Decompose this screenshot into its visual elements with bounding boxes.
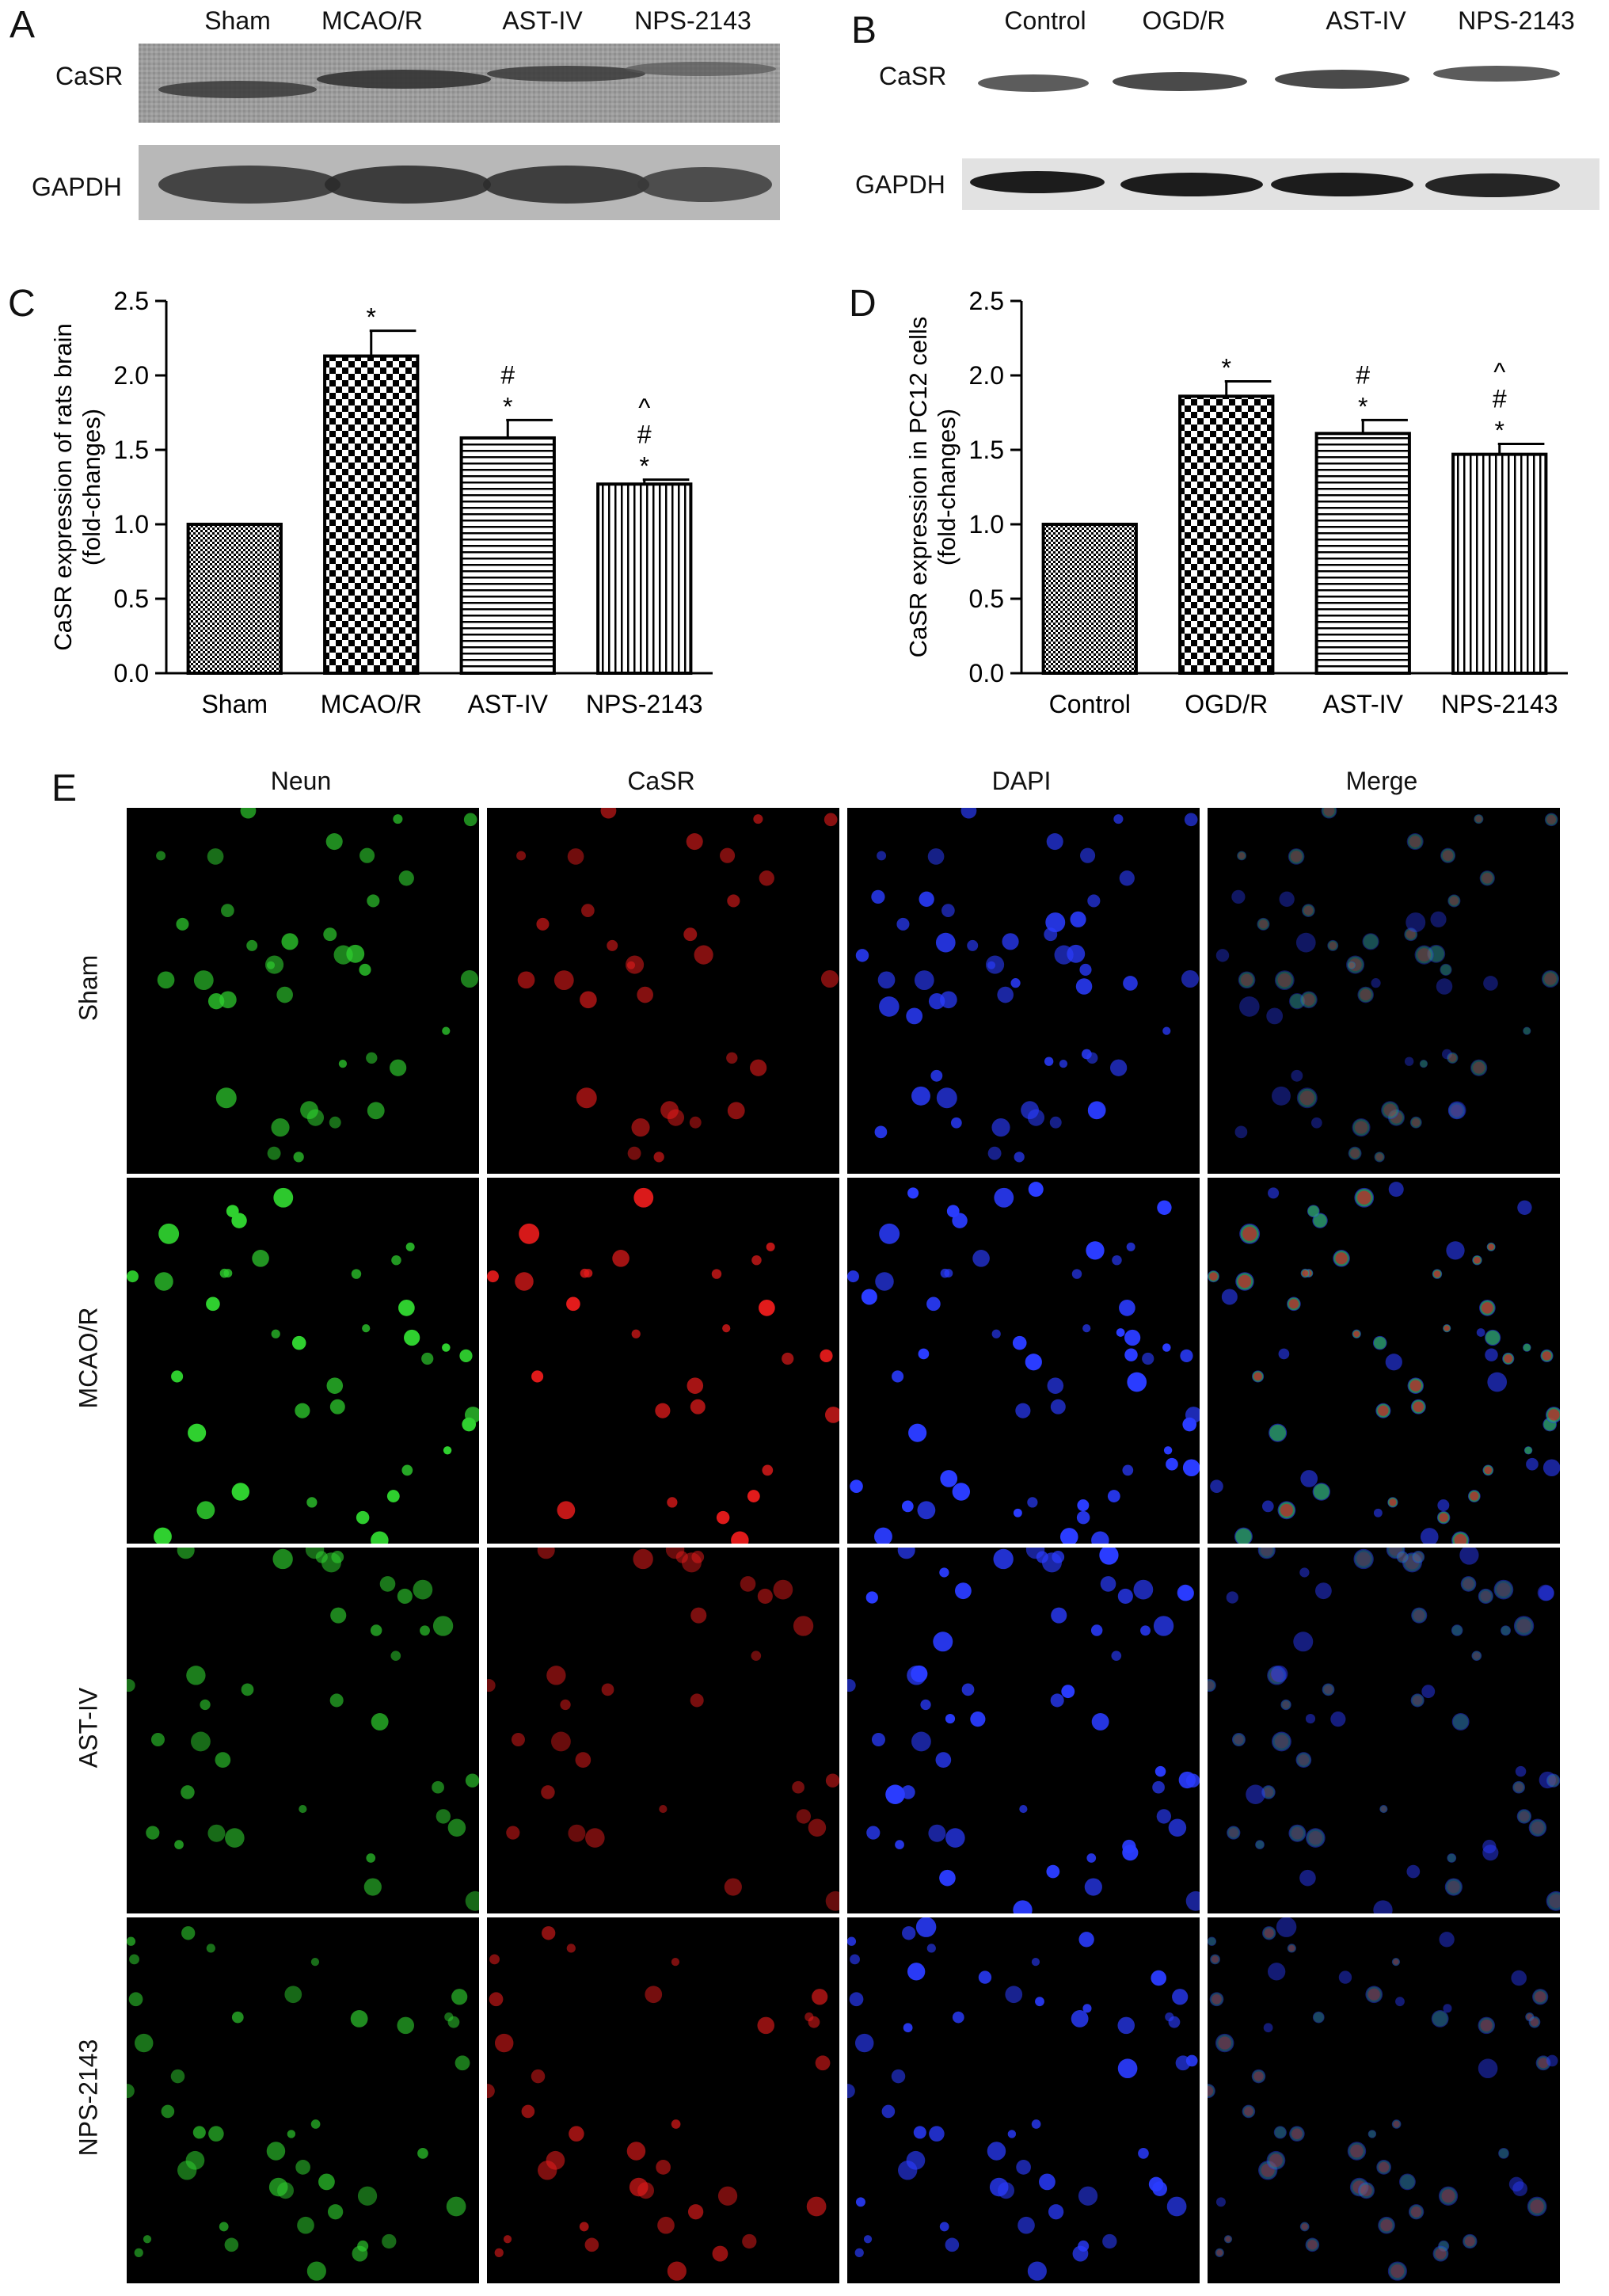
micrograph-merge-ast-iv <box>1208 1548 1560 1913</box>
y-tick-label: 0.0 <box>969 659 1004 687</box>
bar <box>186 523 283 675</box>
bar <box>1451 452 1548 675</box>
panel-label-b: B <box>851 10 877 51</box>
significance-mark: * <box>503 392 512 421</box>
significance-mark: ^ <box>1493 357 1505 386</box>
bar-chart-d: 0.0 0.5 1.0 1.5 2.0 2.5 CaSR expression in PC1… <box>904 287 1568 718</box>
micrograph-casr-sham <box>487 808 839 1174</box>
svg-text:(fold-changes): (fold-changes) <box>78 409 105 565</box>
y-tick-label: 0.5 <box>969 584 1004 613</box>
significance-mark: * <box>1358 392 1367 421</box>
bar <box>1314 432 1411 675</box>
column-title-merge: Merge <box>1345 767 1418 795</box>
micrograph-neun-ast-iv <box>127 1548 479 1913</box>
row-title-ast: AST-IV <box>74 1687 103 1769</box>
svg-text:(fold-changes): (fold-changes) <box>933 409 960 565</box>
micrograph-casr-mcao-r <box>487 1178 839 1544</box>
bar <box>596 482 693 675</box>
significance-mark: # <box>1493 384 1507 413</box>
significance-mark: * <box>640 452 649 481</box>
micrograph-dapi-nps-2143 <box>847 1917 1200 2283</box>
micrograph-casr-ast-iv <box>487 1548 839 1913</box>
blot-row-label: GAPDH <box>32 173 122 201</box>
row-title-nps: NPS-2143 <box>74 2039 103 2157</box>
micrograph-dapi-ast-iv <box>847 1548 1200 1913</box>
x-tick-label: NPS-2143 <box>586 690 703 718</box>
y-tick-label: 1.0 <box>114 510 149 539</box>
significance-mark: # <box>1356 360 1370 389</box>
x-tick-label: MCAO/R <box>321 690 422 718</box>
lane-label: OGD/R <box>1142 6 1226 35</box>
y-axis-label: CaSR expression of rats brain (fold-chang… <box>49 323 105 651</box>
panel-label-a: A <box>10 4 36 46</box>
row-title-sham: Sham <box>74 954 103 1022</box>
y-tick-label: 2.5 <box>114 287 149 315</box>
significance-mark: * <box>1222 354 1231 383</box>
x-tick-label: OGD/R <box>1185 690 1268 718</box>
panel-label-d: D <box>849 283 877 325</box>
micrograph-neun-mcao-r <box>127 1178 479 1544</box>
lane-label: NPS-2143 <box>634 6 751 35</box>
x-tick-label: NPS-2143 <box>1441 690 1558 718</box>
panel-label-c: C <box>8 283 36 325</box>
significance-mark: * <box>367 303 376 332</box>
bar <box>1178 394 1275 675</box>
y-tick-label: 2.0 <box>114 361 149 390</box>
svg-text:CaSR expression of rats brain: CaSR expression of rats brain <box>49 323 77 651</box>
y-tick-label: 0.5 <box>114 584 149 613</box>
micrograph-neun-sham <box>127 808 479 1174</box>
y-tick-label: 2.0 <box>969 361 1004 390</box>
blot-row-label: CaSR <box>55 62 124 90</box>
y-tick-label: 1.0 <box>969 510 1004 539</box>
x-tick-label: AST-IV <box>1323 690 1404 718</box>
micrograph-neun-nps-2143 <box>127 1917 479 2283</box>
bar <box>323 354 420 675</box>
lane-label: NPS-2143 <box>1458 6 1575 35</box>
y-axis-label: CaSR expression in PC12 cells (fold-chang… <box>904 317 960 658</box>
western-blot-casr-b <box>966 51 1599 107</box>
western-blot-casr-a <box>139 44 780 123</box>
x-tick-label: AST-IV <box>468 690 549 718</box>
significance-mark: # <box>637 421 652 449</box>
lane-label: Control <box>1004 6 1086 35</box>
bar <box>1041 523 1138 675</box>
panel-label-e: E <box>51 767 78 809</box>
micrograph-merge-nps-2143 <box>1208 1917 1560 2283</box>
micrograph-merge-sham <box>1208 808 1560 1174</box>
x-tick-label: Control <box>1049 690 1131 718</box>
significance-mark: * <box>1495 416 1504 444</box>
y-tick-label: 1.5 <box>114 436 149 464</box>
lane-label: AST-IV <box>1326 6 1406 35</box>
micrograph-casr-nps-2143 <box>487 1917 839 2283</box>
lane-label: AST-IV <box>502 6 583 35</box>
lane-label: MCAO/R <box>321 6 423 35</box>
western-blot-gapdh-b <box>962 158 1599 210</box>
x-tick-label: Sham <box>201 690 268 718</box>
micrograph-dapi-mcao-r <box>847 1178 1200 1544</box>
column-title-dapi: DAPI <box>991 767 1052 795</box>
row-title-mcao: MCAO/R <box>74 1307 103 1409</box>
y-tick-label: 1.5 <box>969 436 1004 464</box>
column-title-casr: CaSR <box>627 767 695 795</box>
micrograph-merge-mcao-r <box>1208 1178 1560 1544</box>
y-tick-label: 0.0 <box>114 659 149 687</box>
micrograph-dapi-sham <box>847 808 1200 1174</box>
western-blot-gapdh-a <box>139 145 780 220</box>
significance-mark: ^ <box>638 394 650 422</box>
bar <box>459 436 556 676</box>
blot-row-label: GAPDH <box>855 170 945 199</box>
significance-mark: # <box>500 360 515 389</box>
bar-chart-c: 0.0 0.5 1.0 1.5 2.0 2.5 CaSR expression of rat… <box>49 287 713 718</box>
svg-text:CaSR expression in PC12 cells: CaSR expression in PC12 cells <box>904 317 932 658</box>
y-tick-label: 2.5 <box>969 287 1004 315</box>
column-title-neun: Neun <box>270 767 332 795</box>
blot-row-label: CaSR <box>879 62 947 90</box>
lane-label: Sham <box>204 6 271 35</box>
